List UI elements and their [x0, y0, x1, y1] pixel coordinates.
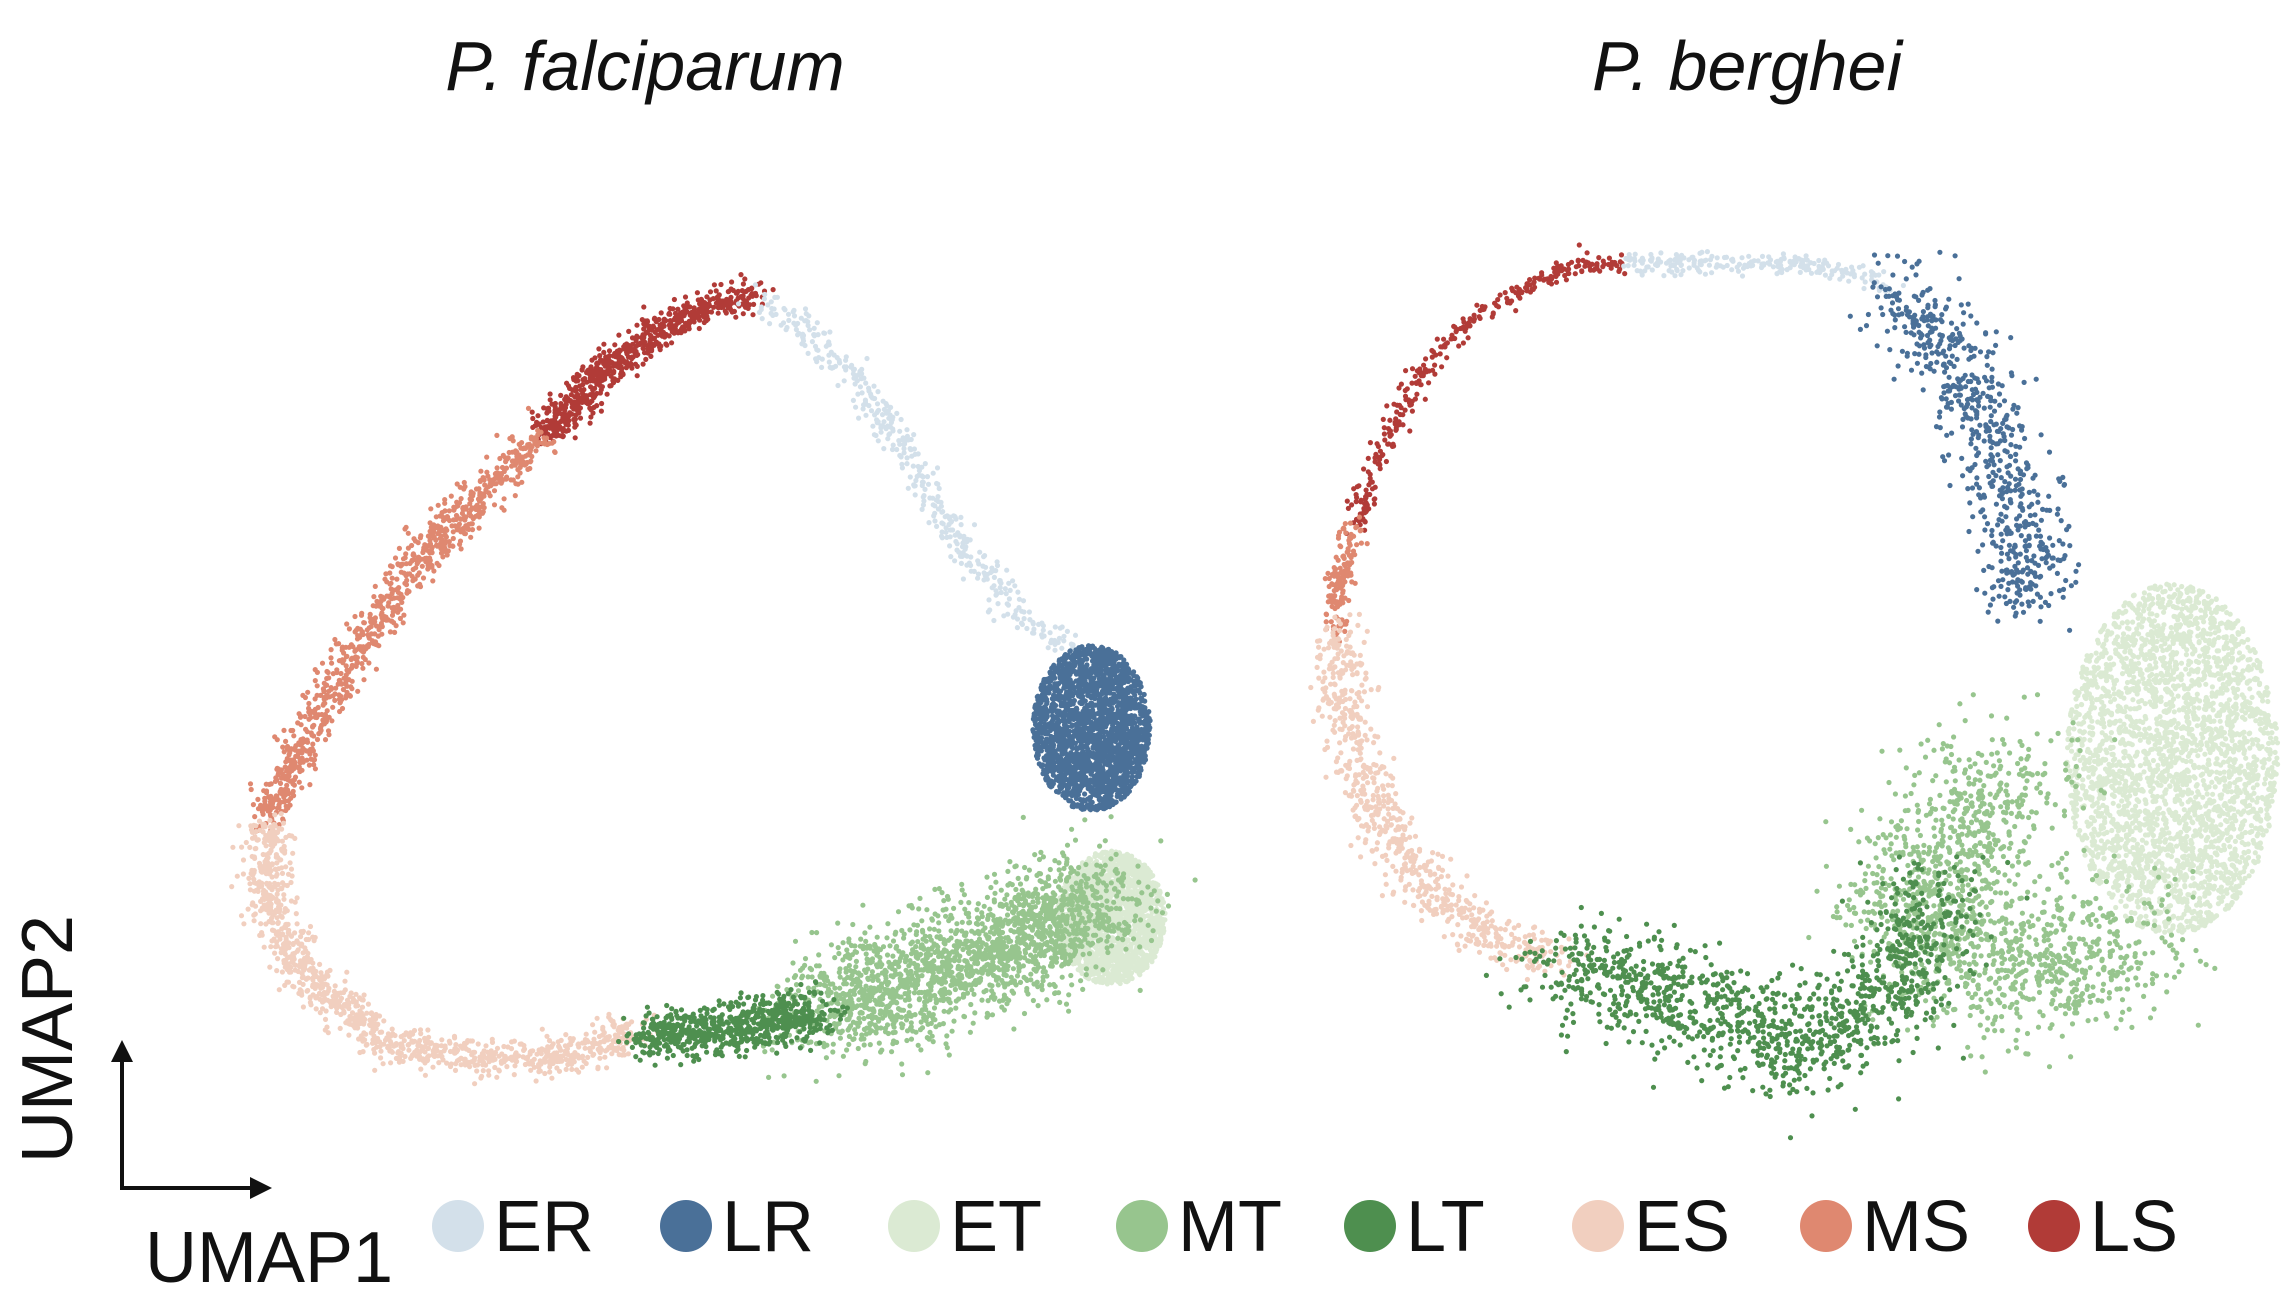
- legend-label-mt: MT: [1178, 1187, 1282, 1267]
- legend-label-es: ES: [1634, 1187, 1730, 1267]
- scatter-points-lr: [1847, 249, 2082, 633]
- legend-swatch-ms: [1800, 1200, 1852, 1252]
- scatter-points-es: [229, 811, 660, 1087]
- stage-points-lr: [1847, 249, 2082, 633]
- legend-swatch-et: [888, 1200, 940, 1252]
- scatter-panel-p-falciparum: [229, 272, 1198, 1087]
- legend-label-lt: LT: [1406, 1187, 1485, 1267]
- legend-swatch-lr: [660, 1200, 712, 1252]
- axis-indicator: [111, 1040, 272, 1199]
- y-axis-label: UMAP2: [8, 915, 88, 1163]
- scatter-points-lt: [1483, 854, 2030, 1141]
- scatter-points-er: [1621, 249, 1906, 294]
- scatter-points-ms: [1322, 514, 1370, 645]
- stage-points-es: [229, 811, 660, 1087]
- legend-swatch-ls: [2028, 1200, 2080, 1252]
- scatter-points-ms: [247, 405, 558, 834]
- stage-points-ms: [1322, 514, 1370, 645]
- stage-points-ms: [247, 405, 558, 834]
- scatter-points-er: [735, 282, 1079, 668]
- scatter-points-lt: [616, 979, 850, 1068]
- stage-points-et: [2064, 581, 2281, 935]
- stage-points-er: [1621, 249, 1906, 294]
- stage-points-mt: [1806, 692, 2218, 1075]
- scatter-points-mt: [1806, 692, 2218, 1075]
- title-p-berghei: P. berghei: [1592, 27, 1905, 105]
- scatter-points-es: [1308, 611, 1591, 983]
- stage-points-er: [735, 282, 1079, 668]
- legend-swatch-es: [1572, 1200, 1624, 1252]
- scatter-points-lr: [1030, 643, 1153, 813]
- stage-points-lr: [1030, 643, 1153, 813]
- stage-points-es: [1308, 611, 1591, 983]
- scatter-points-ls: [1343, 242, 1628, 536]
- legend-label-et: ET: [950, 1187, 1042, 1267]
- stage-points-lt: [616, 979, 850, 1068]
- legend-swatch-lt: [1344, 1200, 1396, 1252]
- stage-points-ls: [529, 272, 776, 447]
- legend-label-ls: LS: [2090, 1187, 2178, 1267]
- legend-swatch-mt: [1116, 1200, 1168, 1252]
- legend-label-lr: LR: [722, 1187, 814, 1267]
- stage-points-lt: [1483, 854, 2030, 1141]
- legend-swatch-er: [432, 1200, 484, 1252]
- scatter-panel-p-berghei: [1308, 242, 2281, 1141]
- umap1-arrow-head: [250, 1177, 272, 1199]
- scatter-points-ls: [529, 272, 776, 447]
- umap2-arrow-head: [111, 1040, 133, 1062]
- title-p-falciparum: P. falciparum: [445, 27, 844, 105]
- scatter-points-et: [2064, 581, 2281, 935]
- x-axis-label: UMAP1: [145, 1218, 393, 1298]
- stage-points-ls: [1343, 242, 1628, 536]
- legend: ER LR ET MT LT ES MS LS: [432, 1187, 2178, 1267]
- scatter-points-mt: [756, 814, 1198, 1084]
- legend-label-er: ER: [494, 1187, 594, 1267]
- legend-label-ms: MS: [1862, 1187, 1970, 1267]
- stage-points-mt: [756, 814, 1198, 1084]
